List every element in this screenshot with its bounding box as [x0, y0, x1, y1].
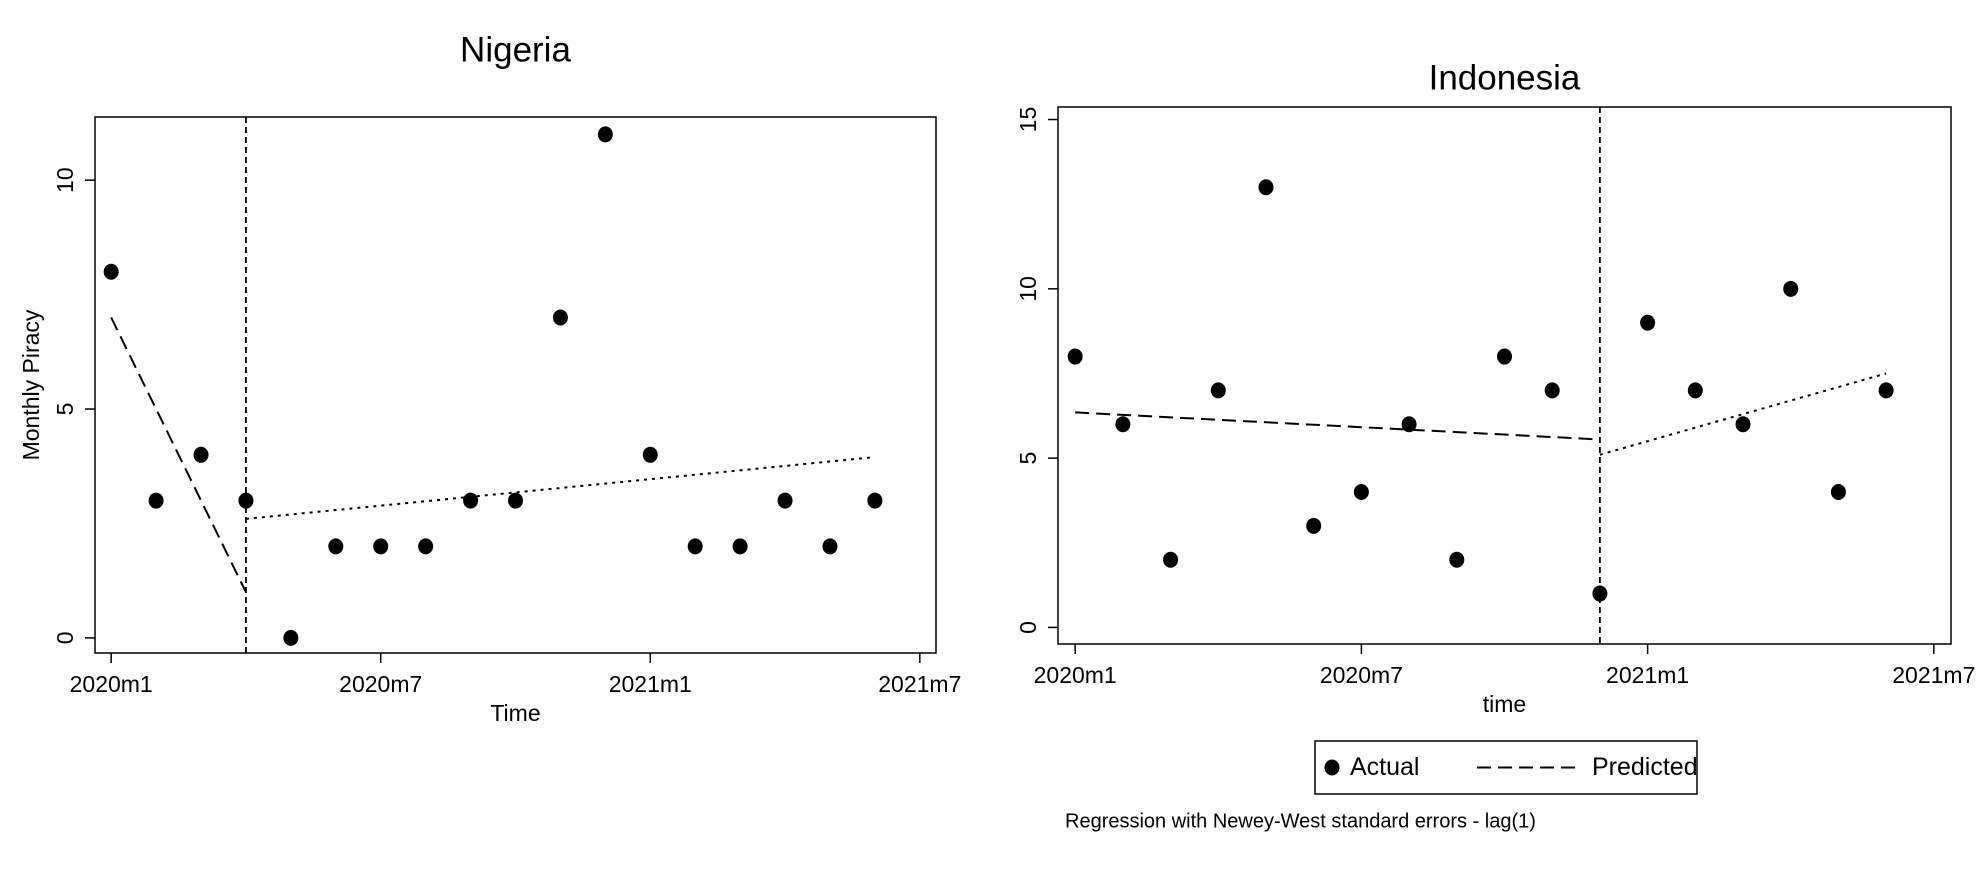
chart-title: Nigeria — [460, 30, 571, 69]
legend-label: Actual — [1350, 753, 1419, 781]
y-tick-label: 5 — [52, 403, 78, 416]
data-point — [1449, 551, 1465, 568]
y-tick-label: 0 — [52, 631, 78, 644]
x-axis-label: time — [1483, 691, 1526, 717]
x-tick-label: 2021m7 — [878, 671, 961, 697]
y-tick-label: 0 — [1015, 621, 1041, 634]
data-point — [1497, 348, 1512, 365]
data-point — [1783, 280, 1799, 297]
data-point — [508, 492, 523, 509]
x-tick-label: 2020m1 — [1034, 662, 1117, 688]
y-tick-label: 10 — [52, 167, 78, 193]
data-point — [1353, 483, 1369, 500]
y-axis-label: Monthly Piracy — [18, 309, 44, 460]
x-tick-label: 2020m7 — [1320, 662, 1403, 688]
plot-frame — [1057, 106, 1952, 645]
data-point — [1878, 382, 1894, 399]
fit-line — [1075, 411, 1600, 441]
legend-marker — [1324, 759, 1340, 776]
data-point — [1306, 517, 1322, 534]
data-point — [1115, 416, 1131, 433]
data-point — [642, 446, 658, 463]
data-point — [1067, 348, 1083, 365]
data-point — [238, 492, 254, 509]
fit-line — [245, 456, 875, 520]
x-tick-label: 2020m1 — [70, 671, 153, 697]
data-point — [418, 538, 434, 555]
data-point — [1544, 382, 1560, 399]
y-tick-label: 15 — [1015, 107, 1041, 133]
data-point — [1735, 416, 1751, 433]
y-tick-label: 10 — [1015, 276, 1041, 302]
data-point — [193, 446, 209, 463]
data-point — [732, 538, 748, 555]
data-point — [463, 492, 479, 509]
data-point — [867, 492, 883, 509]
fit-line — [110, 317, 247, 593]
data-point — [1210, 382, 1226, 399]
chart-title: Indonesia — [1429, 58, 1581, 97]
x-tick-label: 2021m1 — [609, 671, 692, 697]
plot-frame — [94, 116, 937, 654]
data-point — [283, 629, 299, 646]
data-point — [687, 538, 703, 555]
data-point — [328, 538, 344, 555]
data-point — [148, 492, 164, 509]
note: Regression with Newey-West standard erro… — [1065, 810, 1536, 832]
data-point — [373, 538, 389, 555]
legend-label: Predicted — [1592, 753, 1698, 781]
data-point — [1258, 179, 1274, 196]
data-point — [1830, 483, 1846, 500]
x-tick-label: 2020m7 — [339, 671, 422, 697]
y-tick-label: 5 — [1015, 452, 1041, 465]
fit-line — [1599, 372, 1887, 456]
data-point — [103, 263, 119, 280]
data-point — [597, 126, 613, 143]
x-axis-label: Time — [490, 700, 540, 726]
x-tick-label: 2021m1 — [1606, 662, 1689, 688]
data-point — [1401, 416, 1417, 433]
data-point — [1687, 382, 1703, 399]
x-tick-label: 2021m7 — [1892, 662, 1975, 688]
data-point — [1163, 551, 1179, 568]
data-point — [1640, 314, 1656, 331]
data-point — [552, 309, 568, 326]
data-point — [777, 492, 793, 509]
data-point — [1592, 585, 1608, 602]
data-point — [822, 538, 838, 555]
